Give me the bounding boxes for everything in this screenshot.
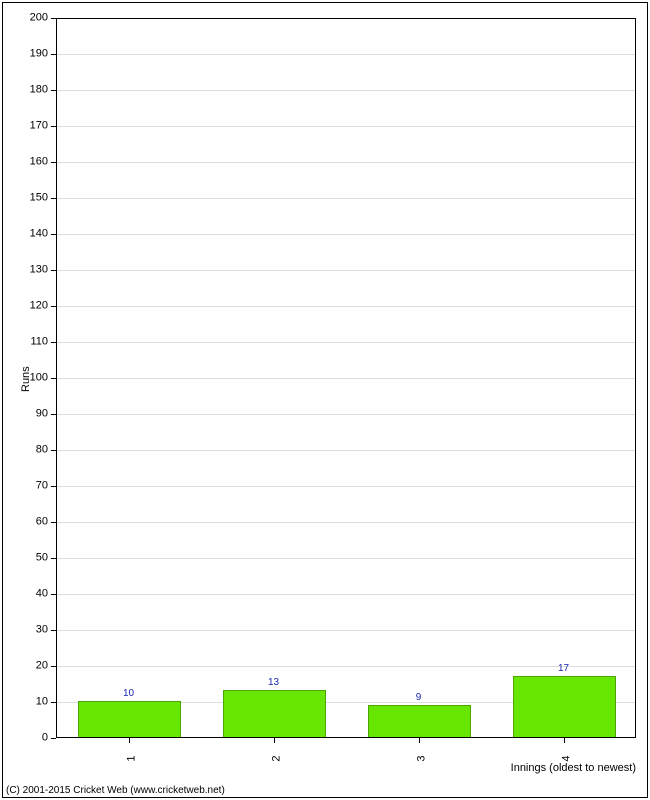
gridline <box>56 234 636 235</box>
chart-frame: 1013917 Runs Innings (oldest to newest) … <box>0 0 650 800</box>
axis-line <box>56 18 636 19</box>
gridline <box>56 558 636 559</box>
gridline <box>56 630 636 631</box>
y-tick-label: 160 <box>30 157 48 168</box>
y-tick-label: 180 <box>30 85 48 96</box>
x-tick-mark <box>129 738 130 743</box>
x-tick-label: 3 <box>416 756 427 762</box>
bar <box>368 705 472 738</box>
gridline <box>56 90 636 91</box>
axis-line <box>56 18 57 738</box>
x-tick-label: 4 <box>561 756 572 762</box>
bar <box>513 676 617 738</box>
y-tick-label: 100 <box>30 373 48 384</box>
y-tick-label: 10 <box>36 697 48 708</box>
y-tick-label: 0 <box>42 733 48 744</box>
plot-area: 10 13 9 17 <box>56 18 636 738</box>
gridline <box>56 450 636 451</box>
gridline <box>56 306 636 307</box>
bar <box>78 701 182 738</box>
y-tick-label: 30 <box>36 625 48 636</box>
bar <box>223 690 327 738</box>
y-tick-label: 120 <box>30 301 48 312</box>
gridline <box>56 126 636 127</box>
y-tick-label: 140 <box>30 229 48 240</box>
y-tick-label: 80 <box>36 445 48 456</box>
gridline <box>56 522 636 523</box>
bar-value-label: 17 <box>558 663 569 674</box>
gridline <box>56 594 636 595</box>
x-tick-mark <box>419 738 420 743</box>
axis-line <box>56 737 636 738</box>
gridline <box>56 342 636 343</box>
x-tick-label: 2 <box>271 756 282 762</box>
gridline <box>56 198 636 199</box>
y-tick-label: 170 <box>30 121 48 132</box>
x-tick-mark <box>564 738 565 743</box>
axis-line <box>635 18 636 738</box>
y-tick-label: 60 <box>36 517 48 528</box>
x-tick-mark <box>274 738 275 743</box>
bar-value-label: 9 <box>416 692 422 703</box>
gridline <box>56 486 636 487</box>
y-tick-label: 110 <box>30 337 48 348</box>
gridline <box>56 414 636 415</box>
gridline <box>56 270 636 271</box>
gridline <box>56 666 636 667</box>
y-tick-label: 20 <box>36 661 48 672</box>
y-tick-label: 190 <box>30 49 48 60</box>
gridline <box>56 378 636 379</box>
y-tick-label: 70 <box>36 481 48 492</box>
copyright-footer: (C) 2001-2015 Cricket Web (www.cricketwe… <box>6 785 225 796</box>
bar-value-label: 10 <box>123 688 134 699</box>
x-axis-label: Innings (oldest to newest) <box>511 762 636 774</box>
y-tick-label: 150 <box>30 193 48 204</box>
gridline <box>56 162 636 163</box>
y-tick-label: 200 <box>30 13 48 24</box>
y-tick-label: 40 <box>36 589 48 600</box>
y-tick-mark <box>51 738 56 739</box>
y-tick-label: 130 <box>30 265 48 276</box>
y-tick-label: 90 <box>36 409 48 420</box>
bar-value-label: 13 <box>268 677 279 688</box>
x-tick-label: 1 <box>126 756 137 762</box>
gridline <box>56 54 636 55</box>
y-tick-label: 50 <box>36 553 48 564</box>
